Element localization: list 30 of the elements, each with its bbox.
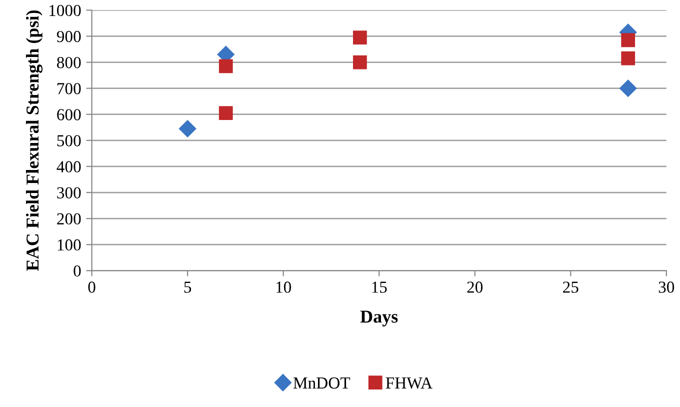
x-axis-title: Days xyxy=(360,310,398,326)
y-tick-label: 200 xyxy=(57,213,81,225)
point xyxy=(353,30,367,44)
x-tick-label: 30 xyxy=(658,282,674,293)
y-tick-label: 0 xyxy=(74,265,81,277)
x-tick-label: 0 xyxy=(88,282,96,293)
legend-label: FHWA xyxy=(386,377,432,389)
y-tick-label: 100 xyxy=(58,239,81,251)
point xyxy=(218,106,233,120)
y-tick-label: 300 xyxy=(57,187,81,198)
point xyxy=(218,59,233,74)
point xyxy=(353,55,367,70)
x-tick-label: 25 xyxy=(563,282,578,293)
x-tick-label: 5 xyxy=(184,282,192,293)
point xyxy=(179,120,196,138)
x-tick-label: 10 xyxy=(276,282,292,293)
point xyxy=(621,33,636,48)
y-tick-label: 700 xyxy=(57,83,81,94)
x-tick-label: 15 xyxy=(372,282,387,293)
y-tick-label: 600 xyxy=(57,109,81,120)
legend-label: MnDOT xyxy=(293,377,350,389)
y-tick-label: 800 xyxy=(57,56,81,68)
point xyxy=(621,51,636,66)
y-tick-label: 400 xyxy=(56,161,81,172)
y-tick-label: 500 xyxy=(57,135,81,146)
y-tick-label: 900 xyxy=(56,30,81,42)
point xyxy=(620,80,637,97)
y-tick-label: 1000 xyxy=(50,4,81,16)
y-axis-title: EAC Field Flexural Strength (psi) xyxy=(26,10,42,271)
x-tick-label: 20 xyxy=(467,282,483,293)
